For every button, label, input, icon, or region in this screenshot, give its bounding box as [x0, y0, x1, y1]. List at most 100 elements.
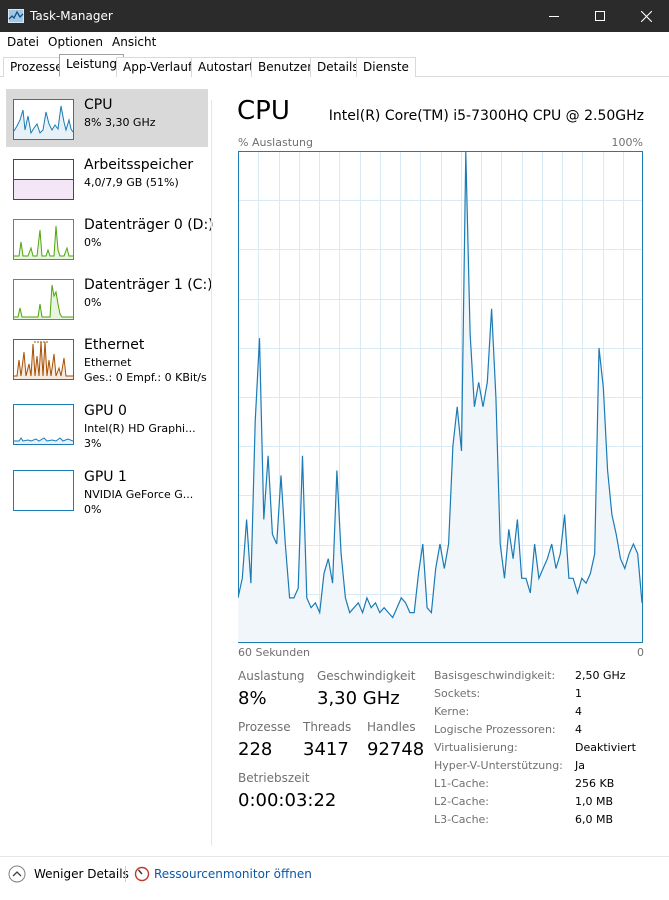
sidebar-cpu-sub: 8% 3,30 GHz	[84, 116, 156, 129]
uptime-label: Betriebszeit	[238, 771, 310, 785]
sidebar-ethernet-sub: Ethernet	[84, 356, 132, 369]
maximize-button[interactable]	[577, 0, 623, 32]
sidebar-item-ethernet[interactable]: Ethernet Ethernet Ges.: 0 Empf.: 0 KBit/…	[6, 329, 208, 387]
cpu-series-line	[238, 151, 643, 619]
close-button[interactable]	[623, 0, 669, 32]
sidebar-ethernet-rate: Ges.: 0 Empf.: 0 KBit/s	[84, 371, 207, 384]
footer-separator	[125, 866, 126, 882]
disk1-mini-graph	[14, 284, 73, 319]
fewer-details-button[interactable]: Weniger Details	[34, 867, 129, 881]
sidebar-disk1-title: Datenträger 1 (C:)	[84, 277, 213, 293]
cpu-mini-graph	[14, 105, 73, 139]
sidebar-gpu0-sub: Intel(R) HD Graphi...	[84, 422, 196, 435]
detail-key: L1-Cache:	[434, 777, 490, 790]
close-icon	[640, 10, 652, 22]
graph-time-label: 60 Sekunden	[238, 646, 310, 659]
uptime-value: 0:00:03:22	[238, 790, 337, 811]
detail-key: L3-Cache:	[434, 813, 490, 826]
graph-zero-label: 0	[637, 646, 644, 659]
cpu-utilization-graph	[238, 151, 643, 643]
disk1-thumbnail	[13, 279, 74, 320]
tab-performance[interactable]: Leistung	[59, 54, 124, 77]
sidebar-item-memory[interactable]: Arbeitsspeicher 4,0/7,9 GB (51%)	[6, 149, 208, 207]
util-label: Auslastung	[238, 669, 305, 683]
window-title: Task-Manager	[30, 9, 113, 23]
sidebar-memory-sub: 4,0/7,9 GB (51%)	[84, 176, 179, 189]
footer-bar: Weniger Details Ressourcenmonitor öffnen	[0, 856, 669, 900]
ethernet-mini-graph	[14, 341, 73, 379]
processes-label: Prozesse	[238, 720, 291, 734]
sidebar-divider	[211, 100, 212, 846]
detail-value: 4	[575, 723, 582, 736]
maximize-icon	[595, 11, 605, 21]
sidebar-item-gpu0[interactable]: GPU 0 Intel(R) HD Graphi... 3%	[6, 395, 208, 453]
processes-value: 228	[238, 739, 273, 760]
memory-thumbnail	[13, 159, 74, 200]
minimize-button[interactable]	[531, 0, 577, 32]
graph-y-label: % Auslastung	[238, 136, 313, 149]
menu-file[interactable]: Datei	[7, 35, 40, 49]
detail-value: Deaktiviert	[575, 741, 636, 754]
title-bar: Task-Manager	[0, 0, 669, 32]
detail-key: Basisgeschwindigkeit:	[434, 669, 556, 682]
menu-bar: Datei Optionen Ansicht	[0, 32, 669, 52]
sidebar-gpu1-sub: NVIDIA GeForce G...	[84, 488, 194, 501]
detail-value: 1	[575, 687, 582, 700]
cpu-thumbnail	[13, 99, 74, 140]
sidebar-item-cpu[interactable]: CPU 8% 3,30 GHz	[6, 89, 208, 147]
detail-key: Kerne:	[434, 705, 470, 718]
minimize-icon	[549, 16, 559, 17]
speed-label: Geschwindigkeit	[317, 669, 416, 683]
detail-value: 4	[575, 705, 582, 718]
sidebar-disk1-sub: 0%	[84, 296, 102, 309]
sidebar-ethernet-title: Ethernet	[84, 337, 145, 353]
graph-max-label: 100%	[611, 136, 643, 149]
collapse-chevron-icon[interactable]	[8, 865, 26, 883]
tab-details[interactable]: Details	[310, 57, 366, 77]
performance-sidebar: CPU 8% 3,30 GHz Arbeitsspeicher 4,0/7,9 …	[0, 86, 214, 846]
gpu0-mini-graph	[14, 437, 73, 444]
handles-value: 92748	[367, 739, 425, 760]
detail-value: 6,0 MB	[575, 813, 614, 826]
detail-value: 256 KB	[575, 777, 615, 790]
graph-grid	[239, 152, 642, 642]
threads-value: 3417	[303, 739, 349, 760]
menu-options[interactable]: Optionen	[48, 35, 104, 49]
sidebar-memory-title: Arbeitsspeicher	[84, 157, 194, 173]
sidebar-item-disk1[interactable]: Datenträger 1 (C:) 0%	[6, 269, 213, 327]
ethernet-thumbnail	[13, 339, 74, 380]
sidebar-gpu1-util: 0%	[84, 503, 102, 516]
sidebar-gpu1-title: GPU 1	[84, 469, 127, 485]
detail-key: Logische Prozessoren:	[434, 723, 556, 736]
sidebar-item-disk0[interactable]: Datenträger 0 (D:) 0%	[6, 209, 214, 267]
tab-bar: Prozesse Leistung App-Verlauf Autostart …	[0, 52, 669, 77]
task-manager-icon	[8, 9, 24, 23]
detail-value: Ja	[575, 759, 585, 772]
speed-value: 3,30 GHz	[317, 688, 400, 709]
memory-mini-graph	[14, 179, 73, 199]
cpu-model: Intel(R) Core(TM) i5-7300HQ CPU @ 2.50GH…	[328, 108, 644, 124]
sidebar-item-gpu1[interactable]: GPU 1 NVIDIA GeForce G... 0%	[6, 461, 208, 519]
sidebar-disk0-sub: 0%	[84, 236, 102, 249]
menu-view[interactable]: Ansicht	[112, 35, 157, 49]
detail-key: Hyper-V-Unterstützung:	[434, 759, 563, 772]
open-resource-monitor-link[interactable]: Ressourcenmonitor öffnen	[154, 867, 312, 881]
detail-value: 1,0 MB	[575, 795, 614, 808]
disk0-mini-graph	[14, 225, 73, 259]
handles-label: Handles	[367, 720, 416, 734]
tab-users[interactable]: Benutzer	[251, 57, 320, 77]
tab-services[interactable]: Dienste	[356, 57, 416, 77]
gpu1-thumbnail	[13, 470, 74, 511]
threads-label: Threads	[303, 720, 352, 734]
sidebar-gpu0-util: 3%	[84, 437, 102, 450]
tab-processes[interactable]: Prozesse	[3, 57, 70, 77]
tab-app-history[interactable]: App-Verlauf	[116, 57, 200, 77]
detail-value: 2,50 GHz	[575, 669, 626, 682]
resource-monitor-icon	[134, 866, 150, 882]
detail-key: Sockets:	[434, 687, 481, 700]
disk0-thumbnail	[13, 219, 74, 260]
sidebar-gpu0-title: GPU 0	[84, 403, 127, 419]
util-value: 8%	[238, 688, 267, 709]
gpu0-thumbnail	[13, 404, 74, 445]
detail-key: Virtualisierung:	[434, 741, 518, 754]
